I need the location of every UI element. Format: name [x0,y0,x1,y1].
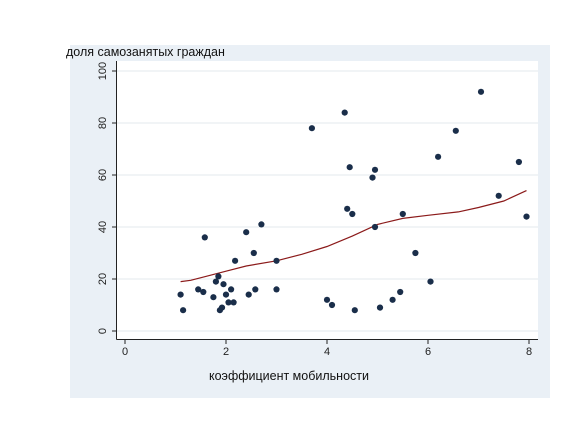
data-point [346,164,353,171]
data-point [344,205,351,212]
data-point [341,109,348,116]
fit-line [180,190,527,283]
data-point [427,278,434,285]
gridlines [116,70,538,332]
data-point [218,304,226,311]
data-point [195,286,202,293]
data-point [180,307,187,314]
x-tick-label: 4 [324,346,330,358]
y-tick-label: 80 [97,117,109,129]
data-point [349,210,356,218]
data-point [245,291,252,298]
data-point [351,307,358,314]
data-point [230,299,237,306]
data-point [252,286,259,293]
data-point [515,158,523,166]
data-point [273,257,280,264]
data-point [399,210,406,218]
x-axis-title: коэффициент мобильности [209,369,369,383]
y-tick-label: 100 [97,62,109,80]
data-point [201,234,208,241]
data-point [389,296,396,303]
y-axis-title: доля самозанятых граждан [66,45,225,59]
data-point [200,288,207,296]
data-point [376,304,384,311]
data-point [308,125,315,132]
data-point [212,278,219,285]
data-point [369,174,376,181]
x-tick-label: 6 [425,346,431,358]
data-point [232,257,239,264]
data-point [452,127,459,134]
data-point [371,223,379,231]
x-tick-label: 8 [526,346,532,358]
data-point [435,153,442,160]
data-point [250,249,257,257]
y-tick-label: 60 [97,169,109,181]
y-tick-label: 20 [97,273,109,285]
y-tick-label: 40 [97,221,109,233]
plot-area [116,61,538,339]
data-point [495,192,502,199]
data-point [323,296,331,303]
data-points [177,88,530,314]
data-point [225,299,232,306]
data-point [215,273,222,280]
data-point [328,301,336,309]
data-point [222,291,230,298]
data-point [210,294,217,301]
data-point [477,88,485,95]
y-tick-label: 0 [97,328,109,334]
fit-line-group [180,190,527,283]
data-point [243,229,250,236]
data-point [273,286,280,293]
data-point [397,288,404,296]
x-tick-label: 2 [223,346,229,358]
data-point [220,281,227,288]
data-point [228,286,235,293]
axes: 0 20 40 60 80 100 0 2 4 6 8 [97,61,538,358]
data-point [177,291,184,298]
data-point [258,221,265,228]
data-point [523,213,530,220]
x-tick-label: 0 [122,346,128,358]
data-point [371,166,379,173]
data-point [412,249,419,257]
